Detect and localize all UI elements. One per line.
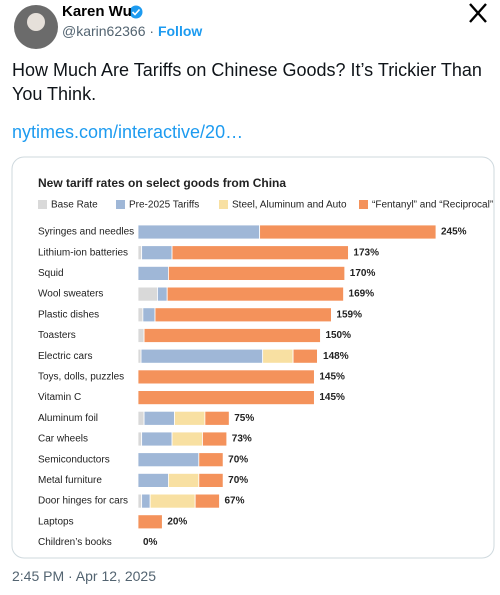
- bar-segment: [137, 265, 169, 281]
- chart-title: New tariff rates on select goods from Ch…: [38, 176, 286, 190]
- legend-swatch: [359, 200, 368, 209]
- category-label: Laptops: [38, 516, 74, 527]
- bar-segment: [171, 431, 203, 447]
- bar-segment: [171, 245, 349, 261]
- bar-segment: [137, 224, 261, 240]
- bar-segment: [259, 224, 437, 240]
- legend-label: Pre-2025 Tariffs: [129, 200, 199, 211]
- follow-button[interactable]: Follow: [157, 23, 203, 39]
- bar-segment: [137, 472, 169, 488]
- bar-segment: [141, 493, 151, 509]
- total-label: 70%: [228, 454, 248, 465]
- card-border: [11, 156, 495, 559]
- bar-segment: [168, 265, 346, 281]
- bar-segment: [137, 514, 163, 530]
- category-label: Children’s books: [38, 537, 112, 548]
- bar-segment: [137, 431, 143, 447]
- total-label: 67%: [224, 496, 244, 507]
- legend-swatch: [219, 200, 228, 209]
- bar-segment: [141, 245, 173, 261]
- bar-segment: [194, 493, 220, 509]
- legend-swatch: [38, 200, 47, 209]
- total-label: 145%: [319, 392, 345, 403]
- bar-segment: [143, 328, 321, 343]
- timestamp[interactable]: 2:45 PM · Apr 12, 2025: [12, 568, 156, 584]
- bar-segment: [137, 307, 144, 323]
- separator: ·: [149, 23, 155, 39]
- verified-check: [131, 8, 141, 16]
- tweet-link[interactable]: nytimes.com/interactive/20…: [12, 122, 244, 142]
- bar-segment: [143, 410, 175, 426]
- bar-segment: [137, 390, 315, 406]
- bar-segment: [137, 452, 200, 468]
- bar-segment: [198, 472, 224, 488]
- bar-segment: [137, 245, 143, 261]
- avatar-face: [27, 13, 45, 31]
- bar-segment: [142, 307, 156, 323]
- total-label: 245%: [441, 227, 467, 238]
- legend-label: Steel, Aluminum and Auto: [232, 200, 347, 211]
- verified-badge: [129, 5, 143, 19]
- category-label: Toys, dolls, puzzles: [38, 372, 124, 383]
- legend-label: Base Rate: [51, 200, 98, 211]
- bar-segment: [168, 472, 200, 488]
- category-label: Vitamin C: [38, 392, 81, 403]
- category-label: Squid: [38, 268, 64, 279]
- total-label: 70%: [228, 475, 248, 486]
- bar-segment: [141, 431, 173, 447]
- total-label: 150%: [325, 330, 351, 341]
- bar-segment: [154, 307, 332, 323]
- legend-swatch: [116, 200, 125, 209]
- x-logo[interactable]: [469, 3, 487, 23]
- category-label: Car wheels: [38, 434, 88, 445]
- total-label: 0%: [143, 537, 158, 548]
- category-label: Metal furniture: [38, 475, 102, 486]
- bar-segment: [137, 493, 143, 509]
- legend-label: “Fentanyl” and “Reciprocal”: [372, 200, 493, 211]
- bar-segment: [149, 493, 196, 509]
- handle-row: @karin62366 · Follow: [62, 23, 202, 39]
- category-label: Lithium-ion batteries: [38, 247, 128, 258]
- category-label: Electric cars: [38, 351, 92, 362]
- bar-segment: [292, 348, 318, 364]
- category-label: Wool sweaters: [38, 289, 103, 300]
- bar-segment: [198, 452, 224, 468]
- bar-segment: [204, 410, 230, 426]
- total-label: 73%: [232, 434, 252, 445]
- bar-segment: [262, 348, 294, 364]
- bar-segment: [174, 410, 206, 426]
- tweet-text: How Much Are Tariffs on Chinese Goods? I…: [12, 60, 482, 104]
- bar-segment: [166, 286, 344, 302]
- total-label: 173%: [353, 247, 379, 258]
- bar-segment: [157, 286, 168, 302]
- total-label: 169%: [349, 289, 375, 300]
- total-label: 159%: [336, 309, 362, 320]
- category-label: Aluminum foil: [38, 413, 98, 424]
- total-label: 75%: [234, 413, 254, 424]
- total-label: 148%: [323, 351, 349, 362]
- category-label: Door hinges for cars: [38, 496, 128, 507]
- bar-segment: [137, 410, 145, 426]
- category-label: Plastic dishes: [38, 309, 99, 320]
- category-label: Toasters: [38, 330, 76, 341]
- handle[interactable]: @karin62366: [62, 23, 146, 39]
- bar-segment: [137, 369, 315, 385]
- bar-segment: [140, 348, 264, 364]
- bar-segment: [137, 286, 158, 302]
- bar-segment: [137, 348, 142, 364]
- bar-segment: [202, 431, 228, 447]
- author-name[interactable]: Karen Wu: [62, 3, 132, 20]
- total-label: 20%: [167, 516, 187, 527]
- total-label: 170%: [350, 268, 376, 279]
- category-label: Semiconductors: [38, 454, 110, 465]
- category-label: Syringes and needles: [38, 227, 134, 238]
- bar-segment: [137, 328, 145, 343]
- total-label: 145%: [319, 372, 345, 383]
